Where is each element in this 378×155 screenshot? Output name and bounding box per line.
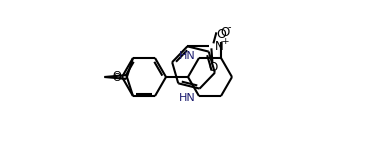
Text: +: + bbox=[222, 37, 229, 46]
Text: N: N bbox=[214, 40, 223, 53]
Text: HN: HN bbox=[179, 51, 195, 61]
Text: HN: HN bbox=[179, 93, 195, 103]
Text: -: - bbox=[228, 22, 231, 32]
Text: O: O bbox=[220, 26, 230, 39]
Text: O: O bbox=[113, 71, 121, 81]
Text: O: O bbox=[113, 73, 121, 83]
Text: O: O bbox=[216, 29, 226, 41]
Text: O: O bbox=[209, 61, 218, 74]
